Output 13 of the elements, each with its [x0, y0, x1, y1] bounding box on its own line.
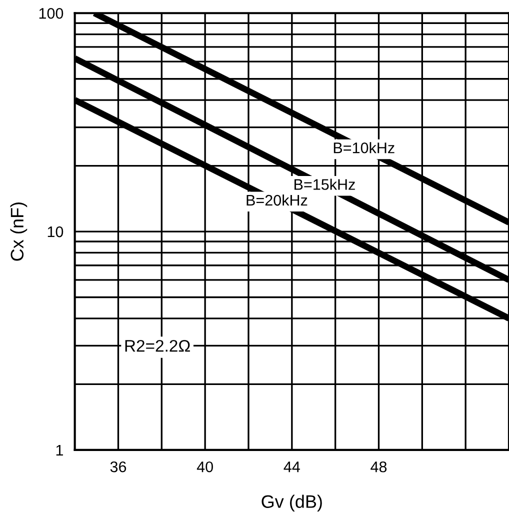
series-label: B=15kHz — [294, 178, 355, 190]
x-tick-label: 36 — [110, 461, 126, 472]
y-tick-label: 1 — [56, 444, 63, 456]
x-tick-label: 48 — [370, 461, 387, 472]
y-axis-title: Cx (nF) — [10, 202, 28, 261]
series-label: B=10kHz — [334, 142, 394, 154]
x-tick-label: 44 — [284, 462, 300, 472]
y-tick-label: 100 — [39, 8, 64, 19]
x-axis-title: Gv (dB) — [262, 494, 322, 512]
series-label: B=20kHz — [246, 194, 308, 206]
annotation: R2=2.2Ω — [125, 340, 190, 352]
y-tick-label: 10 — [48, 226, 64, 238]
x-tick-label: 40 — [196, 461, 213, 472]
